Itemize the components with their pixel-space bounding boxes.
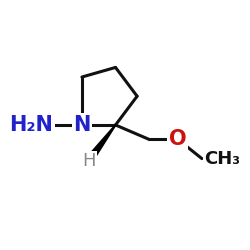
Text: H₂N: H₂N (10, 115, 54, 135)
Text: N: N (73, 115, 90, 135)
Polygon shape (92, 125, 116, 156)
Text: H: H (82, 152, 96, 170)
Text: O: O (169, 130, 187, 150)
Text: CH₃: CH₃ (204, 150, 240, 168)
